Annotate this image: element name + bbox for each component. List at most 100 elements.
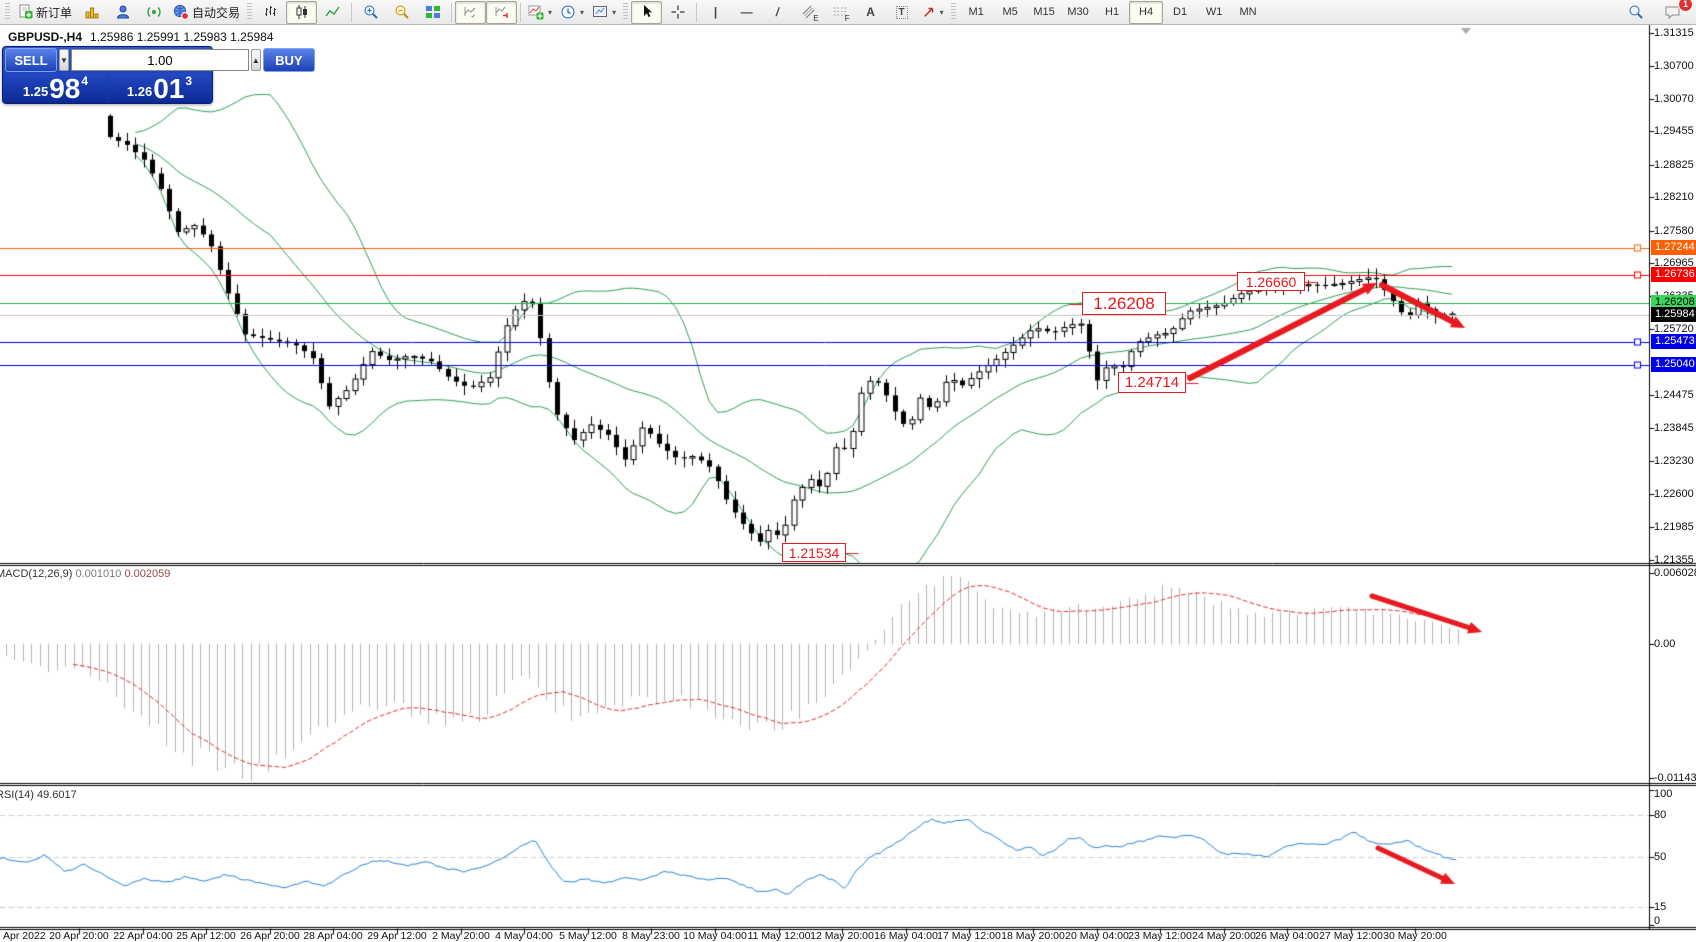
time-axis-label: 28 Apr 04:00 [303, 930, 363, 942]
time-axis-label: 27 May 12:00 [1319, 930, 1383, 942]
signal-button[interactable] [138, 1, 169, 24]
accounts-button[interactable] [107, 1, 138, 24]
timeframe-button-w1[interactable]: W1 [1205, 6, 1223, 18]
add-indicator-icon [528, 4, 544, 20]
chart-shift-icon [494, 4, 510, 20]
cursor-button[interactable] [631, 0, 663, 24]
toolbar-grip[interactable] [951, 3, 957, 21]
macd-axis-tick: 0.00 [1654, 638, 1676, 650]
auto-scroll-button[interactable] [455, 0, 487, 24]
timeframe-button-m30[interactable]: M30 [1067, 6, 1089, 18]
timeframe-button-m1[interactable]: M1 [968, 6, 984, 18]
trendline-icon: / [774, 5, 781, 19]
buy-price[interactable]: 1.26 01 3 [109, 73, 210, 103]
vertical-line-icon: | [713, 5, 718, 19]
toolbar-grip[interactable] [623, 3, 629, 21]
sell-button[interactable]: SELL [5, 48, 57, 72]
text-button[interactable]: A [855, 1, 886, 24]
templates-button[interactable]: ▾ [588, 1, 620, 24]
timeframe-button-m15[interactable]: M15 [1033, 6, 1055, 18]
volume-increase-button[interactable]: ▲ [250, 49, 261, 71]
text-label-button[interactable]: T [886, 1, 917, 24]
chevron-down-icon: ▾ [580, 7, 585, 17]
zoom-out-button[interactable] [386, 1, 417, 24]
bar-chart-icon [263, 4, 279, 20]
time-axis-label: 17 May 12:00 [937, 930, 1001, 942]
horizontal-line-icon: — [740, 5, 753, 19]
periods-button[interactable]: ▾ [556, 1, 588, 24]
candlestick-chart-button[interactable] [286, 0, 318, 24]
time-axis-label: 10 May 04:00 [683, 930, 747, 942]
toolbar-grip[interactable] [5, 3, 10, 21]
search-icon [1628, 4, 1644, 20]
search-button[interactable] [1620, 1, 1651, 24]
timeframe-button-mn[interactable]: MN [1239, 6, 1257, 18]
rsi-axis-tick: 80 [1654, 809, 1667, 821]
timeframe-button-m5[interactable]: M5 [1002, 6, 1018, 18]
tile-windows-icon [425, 4, 441, 20]
volume-input[interactable] [70, 49, 249, 71]
timeframe-button-d1[interactable]: D1 [1173, 6, 1188, 18]
top-toolbar: 新订单 自动交易 [0, 0, 1696, 25]
crosshair-button[interactable] [662, 1, 693, 24]
equidistant-channel-icon: E [801, 4, 819, 23]
gold-bars-icon [84, 4, 100, 20]
notifications-button[interactable]: 1 [1657, 0, 1693, 24]
new-order-button[interactable]: 新订单 [13, 1, 76, 24]
price-axis-highlight-label: 1.25984 [1651, 307, 1696, 323]
rsi-value: 49.6017 [36, 789, 77, 801]
buy-button[interactable]: BUY [262, 48, 315, 72]
candlestick-icon [294, 4, 310, 20]
buy-price-prefix: 1.26 [126, 84, 153, 99]
macd-signal-value: 0.002059 [124, 568, 171, 580]
indicators-button[interactable]: ▾ [524, 1, 556, 24]
horizontal-line-button[interactable]: — [731, 1, 762, 24]
sell-price-big: 98 [49, 73, 81, 104]
bar-chart-button[interactable] [255, 1, 286, 24]
rsi-axis-tick: 100 [1654, 788, 1673, 800]
time-axis-label: 22 Apr 04:00 [113, 930, 173, 942]
price-annotation-label[interactable]: 1.24714 [1118, 372, 1186, 393]
zoom-out-icon [394, 4, 410, 20]
price-annotation-label[interactable]: 1.21534 [782, 543, 846, 562]
chevron-down-icon: ▾ [939, 7, 944, 17]
timeframe-button-h1[interactable]: H1 [1105, 6, 1120, 18]
price-annotation-label[interactable]: 1.26660 [1237, 272, 1305, 291]
sell-price[interactable]: 1.25 98 4 [5, 73, 106, 103]
arrow-objects-button[interactable]: ▾ [917, 1, 948, 24]
volume-decrease-button[interactable]: ▼ [59, 49, 69, 71]
time-axis-label: 25 Apr 12:00 [176, 930, 236, 942]
buy-price-sup: 3 [185, 74, 193, 88]
auto-trading-button[interactable]: 自动交易 [169, 1, 244, 24]
equidistant-channel-button[interactable]: E [793, 1, 824, 24]
time-axis-label: 23 May 12:00 [1128, 930, 1192, 942]
rsi-axis-tick: 50 [1654, 851, 1667, 864]
time-axis-year-label: Apr 2022 [3, 930, 46, 942]
vertical-line-button[interactable]: | [700, 1, 731, 24]
price-annotation-label[interactable]: 1.26208 [1082, 292, 1166, 315]
timeframe-group: M1 M5 M15 M30 H1 H4 D1 W1 MN [959, 0, 1265, 24]
chart-shift-button[interactable] [486, 0, 518, 24]
fibonacci-button[interactable]: F [824, 1, 855, 24]
time-axis-label: 4 May 04:00 [495, 930, 553, 942]
chevron-down-icon: ▾ [612, 7, 617, 17]
timeframe-button-h4[interactable]: H4 [1129, 0, 1164, 24]
toolbar-grip[interactable] [247, 3, 253, 21]
ohlc-values: 1.25986 1.25991 1.25983 1.25984 [90, 30, 274, 44]
line-chart-button[interactable] [317, 1, 348, 24]
time-axis-label: 30 May 20:00 [1383, 930, 1447, 942]
arrow-objects-icon [922, 5, 936, 19]
price-axis-highlight-label: 1.25473 [1651, 334, 1696, 350]
zoom-in-button[interactable] [355, 1, 386, 24]
macd-axis-tick: 0.006028 [1654, 567, 1696, 580]
price-axis-tick: 1.25720 [1654, 323, 1694, 336]
time-axis-label: 12 May 20:00 [810, 930, 874, 942]
tile-windows-button[interactable] [417, 1, 448, 24]
trendline-button[interactable]: / [762, 1, 793, 24]
price-axis-tick: 1.21355 [1654, 553, 1694, 566]
rsi-axis-tick: 15 [1654, 900, 1667, 913]
market-depth-button[interactable] [76, 1, 107, 24]
price-axis-tick: 1.29455 [1654, 125, 1694, 138]
buy-price-big: 01 [153, 73, 185, 104]
